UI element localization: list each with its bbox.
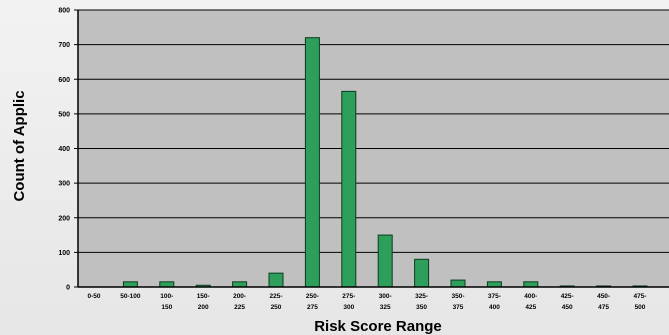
y-tick-label: 400 (58, 146, 70, 153)
y-axis-title: Count of Applic (11, 90, 28, 201)
bar-275-300 (341, 90, 357, 288)
x-axis-title: Risk Score Range (314, 318, 442, 335)
bar-100-150 (159, 281, 175, 288)
y-tick-label: 200 (58, 215, 70, 222)
gridlines (78, 9, 669, 253)
y-tick-label: 700 (58, 42, 70, 49)
y-tick-label: 800 (58, 8, 70, 15)
bar-225-250 (268, 272, 284, 288)
x-tick-label: 200- (233, 293, 246, 300)
x-tick-label: 150 (161, 304, 172, 311)
y-tick-label: 100 (58, 250, 70, 257)
x-tick-label: 225 (234, 304, 245, 311)
bars (122, 37, 648, 288)
y-axis-ticks: 0 100 200 300 400 500 600 700 800 (58, 8, 78, 292)
bar-250-275 (304, 37, 320, 288)
y-tick-label: 0 (66, 285, 70, 292)
x-tick-label: 500 (635, 304, 646, 311)
bar-400-425 (523, 281, 539, 288)
x-tick-label: 250 (271, 304, 282, 311)
y-tick-label: 600 (58, 77, 70, 84)
x-tick-label: 325 (380, 304, 391, 311)
x-tick-label: 375 (453, 304, 464, 311)
y-tick-label: 300 (58, 181, 70, 188)
bar-300-325 (377, 234, 393, 288)
x-tick-label: 275 (307, 304, 318, 311)
y-tick-label: 500 (58, 111, 70, 118)
x-tick-label: 350 (416, 304, 427, 311)
x-tick-label: 200 (198, 304, 209, 311)
bar-200-225 (232, 281, 248, 288)
x-tick-label: 475- (633, 293, 646, 300)
x-tick-label: 250- (306, 293, 319, 300)
x-tick-label: 150- (197, 293, 210, 300)
x-tick-label: 400 (489, 304, 500, 311)
x-tick-label: 50-100 (120, 293, 141, 300)
bar-350-375 (450, 279, 466, 288)
x-tick-label: 450 (562, 304, 573, 311)
bar-375-400 (486, 281, 502, 288)
x-tick-label: 400- (524, 293, 537, 300)
x-axis-ticks: 0-50 50-100 100- 150 150- 200 200- 225 225- 250 25… (87, 293, 646, 311)
x-tick-label: 275- (342, 293, 355, 300)
bar-325-350 (414, 258, 430, 288)
x-tick-label: 475 (598, 304, 609, 311)
x-tick-label: 300 (343, 304, 354, 311)
x-tick-label: 300- (379, 293, 392, 300)
x-tick-label: 325- (415, 293, 428, 300)
x-tick-label: 0-50 (87, 293, 100, 300)
bar-50-100 (122, 281, 138, 288)
x-tick-label: 375- (488, 293, 501, 300)
x-tick-label: 225- (269, 293, 282, 300)
x-tick-label: 100- (160, 293, 173, 300)
x-tick-label: 350- (451, 293, 464, 300)
x-tick-label: 425- (561, 293, 574, 300)
x-tick-label: 425 (525, 304, 536, 311)
x-tick-label: 450- (597, 293, 610, 300)
